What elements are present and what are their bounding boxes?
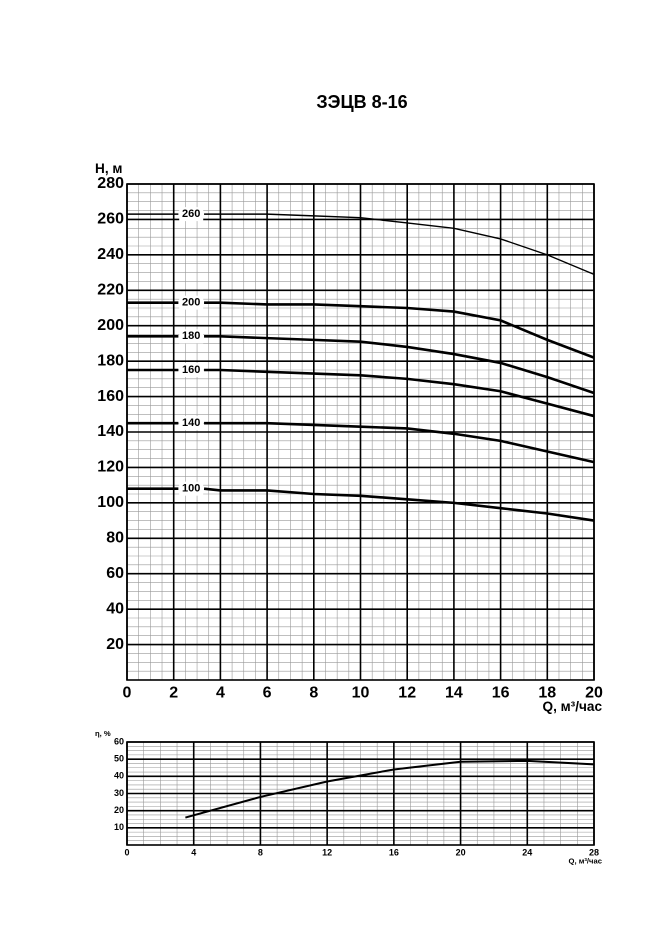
series-label: 160 bbox=[182, 364, 200, 376]
x-tick-label: 28 bbox=[589, 848, 599, 858]
x-axis-label: Q, м³/час bbox=[543, 699, 603, 714]
series-label: 200 bbox=[182, 297, 200, 309]
y-tick-label: 120 bbox=[97, 459, 124, 476]
curve bbox=[127, 301, 595, 359]
x-tick-label: 20 bbox=[585, 684, 603, 701]
y-tick-label: 20 bbox=[114, 805, 124, 815]
series-label: 140 bbox=[182, 417, 200, 429]
x-tick-label: 16 bbox=[389, 848, 399, 858]
y-tick-label: 180 bbox=[97, 352, 124, 369]
y-tick-label: 160 bbox=[97, 388, 124, 405]
y-tick-label: 60 bbox=[114, 736, 124, 746]
plot-frame bbox=[126, 741, 595, 846]
y-tick-label: 30 bbox=[114, 788, 124, 798]
x-tick-label: 0 bbox=[123, 684, 132, 701]
y-axis-label: η, % bbox=[95, 729, 111, 738]
x-tick-label: 8 bbox=[258, 848, 263, 858]
label-bg bbox=[179, 329, 204, 344]
x-tick-label: 0 bbox=[124, 848, 129, 858]
y-tick-label: 60 bbox=[106, 565, 124, 582]
curve bbox=[127, 421, 595, 464]
x-tick-label: 24 bbox=[522, 848, 532, 858]
label-bg bbox=[179, 363, 204, 377]
y-tick-label: 40 bbox=[106, 600, 124, 617]
y-tick-label: 20 bbox=[106, 636, 124, 653]
label-bg bbox=[179, 207, 204, 222]
x-tick-label: 20 bbox=[456, 848, 466, 858]
y-tick-label: 260 bbox=[97, 211, 124, 228]
y-tick-label: 240 bbox=[97, 246, 124, 263]
y-tick-label: 100 bbox=[97, 494, 124, 511]
curve bbox=[185, 759, 595, 819]
series-label: 100 bbox=[182, 483, 200, 495]
x-tick-label: 8 bbox=[309, 684, 318, 701]
x-tick-label: 18 bbox=[538, 684, 556, 701]
curve bbox=[127, 487, 595, 522]
y-tick-label: 220 bbox=[97, 282, 124, 299]
curve bbox=[127, 335, 595, 395]
y-tick-label: 200 bbox=[97, 317, 124, 334]
x-tick-label: 10 bbox=[352, 684, 370, 701]
x-tick-label: 16 bbox=[492, 684, 510, 701]
label-bg bbox=[179, 416, 204, 431]
curve bbox=[127, 213, 595, 275]
y-axis-label: H, м bbox=[95, 161, 122, 176]
label-bg bbox=[179, 295, 204, 310]
y-tick-label: 50 bbox=[114, 754, 124, 764]
x-tick-label: 12 bbox=[322, 848, 332, 858]
y-tick-label: 40 bbox=[114, 771, 124, 781]
x-tick-label: 12 bbox=[398, 684, 416, 701]
x-axis-label: Q, м³/час bbox=[569, 856, 603, 865]
chart-title: ЗЭЦВ 8-16 bbox=[316, 92, 407, 112]
plot-frame bbox=[126, 183, 595, 681]
y-tick-label: 140 bbox=[97, 423, 124, 440]
label-bg bbox=[179, 481, 204, 496]
y-tick-label: 10 bbox=[114, 822, 124, 832]
series-label: 180 bbox=[182, 330, 200, 342]
curve bbox=[127, 368, 595, 418]
x-tick-label: 4 bbox=[191, 848, 196, 858]
x-tick-label: 6 bbox=[263, 684, 272, 701]
x-tick-label: 14 bbox=[445, 684, 463, 701]
y-tick-label: 280 bbox=[97, 175, 124, 192]
series-label: 260 bbox=[182, 208, 200, 220]
x-tick-label: 4 bbox=[216, 684, 225, 701]
y-tick-label: 80 bbox=[106, 530, 124, 547]
x-tick-label: 2 bbox=[169, 684, 178, 701]
